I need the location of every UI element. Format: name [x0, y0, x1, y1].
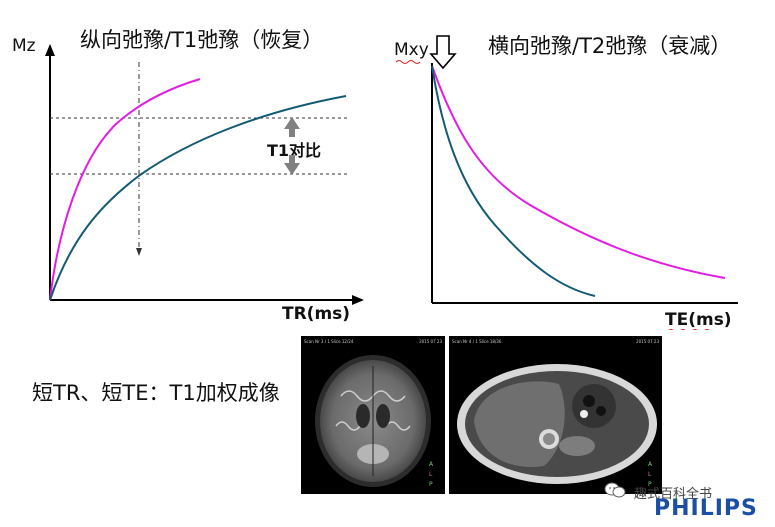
t1-x-axis-label: TR(ms): [282, 304, 351, 324]
t1-contrast-label: T1对比: [267, 141, 322, 160]
brain-mri-image: Scan Nr 3 / 1 Slice 12/24 2015 07 23 A L…: [301, 336, 445, 494]
wechat-icon: [604, 482, 626, 498]
svg-text:A: A: [648, 461, 653, 468]
svg-text:L: L: [648, 471, 652, 478]
mxy-underline: [395, 60, 421, 64]
philips-logo: PHILIPS: [654, 496, 758, 521]
t1-tr-arrowhead: [136, 248, 142, 256]
t2-x-axis-label: TE(ms): [665, 310, 732, 330]
te-underline: [668, 329, 710, 330]
svg-text:P: P: [648, 481, 652, 488]
t1-magenta-curve: [49, 78, 201, 301]
double-arrow-icon: [284, 117, 300, 175]
t2-decay-chart: [395, 35, 738, 330]
abdomen-header-text: Scan Nr 4 / 1 Slice 18/36: [452, 339, 502, 344]
hollow-down-arrow-icon: [429, 35, 457, 70]
svg-text:L: L: [429, 471, 433, 478]
wechat-account-label: 趣式百科全书: [634, 487, 713, 502]
t1-title: 纵向弛豫/T1弛豫（恢复）: [80, 28, 324, 52]
t2-teal-curve: [431, 65, 596, 297]
t1-recovery-chart: [45, 44, 364, 305]
svg-text:A: A: [429, 461, 434, 468]
weighting-caption: 短TR、短TE：T1加权成像: [32, 381, 280, 405]
t1-teal-curve: [49, 95, 347, 301]
brain-date-text: 2015 07 23: [419, 339, 442, 344]
t1-y-axis-label: Mz: [12, 36, 36, 56]
abdomen-mri-image: Scan Nr 4 / 1 Slice 18/36 2015 07 23 A L…: [449, 336, 662, 494]
t2-magenta-curve: [431, 65, 726, 279]
t1-x-axis-arrowhead: [352, 295, 364, 305]
abdomen-date-text: 2015 07 23: [636, 339, 659, 344]
t2-y-axis-label: Mxy: [394, 40, 429, 60]
brain-header-text: Scan Nr 3 / 1 Slice 12/24: [304, 339, 354, 344]
t2-title: 横向弛豫/T2弛豫（衰减）: [488, 34, 732, 58]
t1-y-axis-arrowhead: [45, 44, 55, 56]
svg-text:P: P: [429, 481, 433, 488]
